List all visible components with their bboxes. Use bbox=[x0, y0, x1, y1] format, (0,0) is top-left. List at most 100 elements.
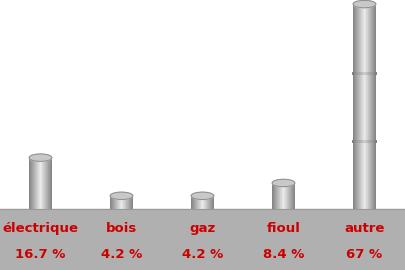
Bar bbox=[34, 158, 35, 209]
Ellipse shape bbox=[29, 154, 52, 161]
Bar bbox=[368, 4, 369, 209]
Bar bbox=[357, 4, 358, 209]
Bar bbox=[356, 72, 357, 75]
Bar bbox=[43, 158, 44, 209]
Bar bbox=[31, 158, 32, 209]
Bar bbox=[37, 158, 38, 209]
Bar bbox=[370, 4, 371, 209]
Bar bbox=[122, 196, 123, 209]
Bar bbox=[112, 196, 113, 209]
Bar bbox=[113, 196, 114, 209]
Bar bbox=[294, 183, 295, 209]
Bar bbox=[366, 4, 367, 209]
Bar bbox=[282, 183, 283, 209]
Text: bois: bois bbox=[106, 222, 137, 235]
Bar bbox=[354, 72, 355, 75]
Bar bbox=[111, 196, 112, 209]
Bar bbox=[42, 158, 43, 209]
Bar bbox=[289, 183, 290, 209]
Bar bbox=[358, 72, 360, 75]
Ellipse shape bbox=[191, 192, 214, 200]
Bar bbox=[192, 196, 193, 209]
Bar bbox=[360, 140, 361, 143]
Bar bbox=[50, 158, 51, 209]
Ellipse shape bbox=[272, 179, 295, 187]
Bar bbox=[46, 158, 47, 209]
Bar bbox=[207, 196, 208, 209]
Bar bbox=[284, 183, 285, 209]
Bar bbox=[372, 140, 373, 143]
Text: 4.2 %: 4.2 % bbox=[101, 248, 142, 261]
Bar bbox=[276, 183, 277, 209]
Bar bbox=[364, 4, 365, 209]
Bar bbox=[36, 158, 37, 209]
Bar bbox=[366, 140, 367, 143]
Bar bbox=[195, 196, 196, 209]
Bar bbox=[368, 4, 369, 209]
Bar bbox=[202, 196, 203, 209]
Bar bbox=[120, 196, 121, 209]
Bar bbox=[352, 140, 377, 143]
Bar bbox=[206, 196, 207, 209]
Bar bbox=[201, 196, 202, 209]
Bar bbox=[277, 183, 278, 209]
Bar bbox=[194, 196, 195, 209]
Bar bbox=[355, 140, 356, 143]
Bar bbox=[292, 183, 293, 209]
Bar bbox=[354, 140, 355, 143]
Bar bbox=[43, 158, 44, 209]
Bar bbox=[275, 183, 276, 209]
Ellipse shape bbox=[110, 192, 133, 200]
Bar bbox=[124, 196, 125, 209]
Bar bbox=[196, 196, 197, 209]
Bar bbox=[126, 196, 127, 209]
Bar bbox=[119, 196, 120, 209]
Bar bbox=[371, 140, 372, 143]
Bar bbox=[375, 4, 376, 209]
Bar bbox=[45, 158, 46, 209]
Bar bbox=[125, 196, 126, 209]
Bar bbox=[29, 158, 30, 209]
Bar bbox=[128, 196, 129, 209]
Bar bbox=[49, 158, 50, 209]
Bar bbox=[357, 72, 358, 75]
Bar bbox=[356, 4, 357, 209]
Bar bbox=[212, 196, 213, 209]
Bar bbox=[123, 196, 124, 209]
Bar bbox=[290, 183, 291, 209]
Bar bbox=[44, 158, 45, 209]
Bar bbox=[211, 196, 212, 209]
Bar bbox=[114, 196, 115, 209]
Bar bbox=[44, 158, 45, 209]
Bar bbox=[124, 196, 125, 209]
Bar bbox=[200, 196, 201, 209]
Bar bbox=[32, 158, 33, 209]
Bar bbox=[352, 72, 377, 75]
Text: autre: autre bbox=[344, 222, 385, 235]
Bar bbox=[356, 4, 357, 209]
Bar bbox=[110, 196, 111, 209]
Bar bbox=[358, 140, 360, 143]
Bar bbox=[199, 196, 200, 209]
Bar bbox=[125, 196, 126, 209]
Bar bbox=[0, 209, 405, 270]
Bar bbox=[371, 72, 372, 75]
Bar bbox=[116, 196, 117, 209]
Bar bbox=[281, 183, 282, 209]
Bar bbox=[374, 140, 375, 143]
Text: 8.4 %: 8.4 % bbox=[263, 248, 304, 261]
Bar bbox=[360, 72, 361, 75]
Bar bbox=[127, 196, 128, 209]
Bar bbox=[211, 196, 212, 209]
Bar bbox=[352, 140, 354, 143]
Bar bbox=[198, 196, 199, 209]
Text: 4.2 %: 4.2 % bbox=[182, 248, 223, 261]
Bar bbox=[129, 196, 130, 209]
Bar bbox=[358, 4, 359, 209]
Bar bbox=[353, 4, 354, 209]
Bar bbox=[361, 140, 362, 143]
Bar bbox=[51, 158, 52, 209]
Bar bbox=[286, 183, 287, 209]
Bar bbox=[367, 4, 368, 209]
Bar bbox=[193, 196, 194, 209]
